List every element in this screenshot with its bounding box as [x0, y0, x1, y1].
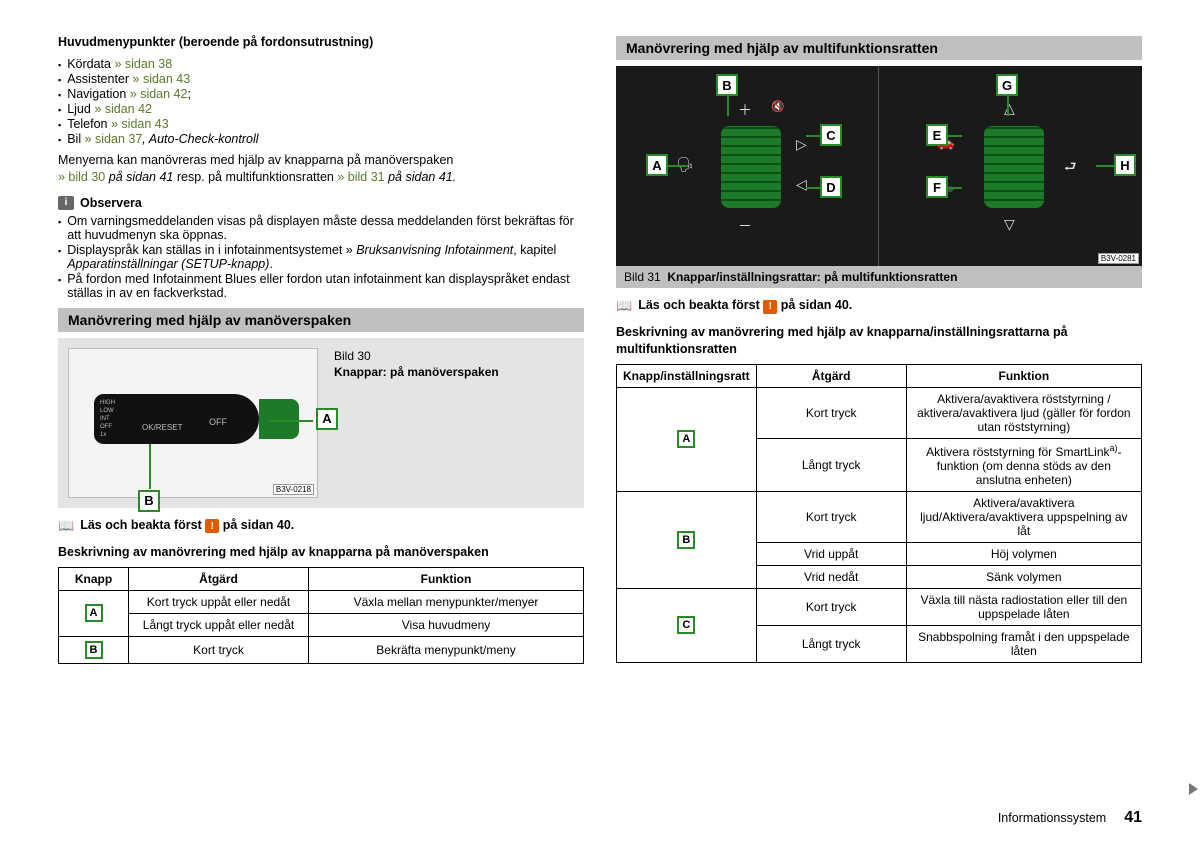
- continue-icon: [1189, 783, 1198, 795]
- figure-30-image: HIGH LOW INT OFF 1x OK/RESET OFF B3V-021…: [68, 348, 318, 498]
- callout-g: G: [996, 74, 1018, 96]
- read-first-note: 📖 Läs och beakta först ! på sidan 40.: [616, 298, 1142, 314]
- up-icon: △: [1004, 100, 1015, 117]
- th-atgard: Åtgärd: [756, 364, 906, 387]
- menu-item: Bil » sidan 37, Auto-Check-kontroll: [58, 132, 584, 146]
- figure-31-caption: Bild 31 Knappar/inställningsrattar: på m…: [616, 266, 1142, 288]
- table-row: B Kort tryck Aktivera/avaktivera ljud/Ak…: [617, 491, 1142, 542]
- button-label: A: [85, 604, 103, 622]
- menu-item: Ljud » sidan 42: [58, 102, 584, 116]
- callout-h: H: [1114, 154, 1136, 176]
- th-atgard: Åtgärd: [129, 567, 309, 590]
- callout-c: C: [820, 124, 842, 146]
- book-icon: 📖: [58, 518, 74, 534]
- table-row: C Kort tryck Växla till nästa radiostati…: [617, 588, 1142, 625]
- callout-d: D: [820, 176, 842, 198]
- back-icon: ⮐: [1064, 156, 1077, 180]
- main-menu-heading: Huvudmenypunkter (beroende på fordonsutr…: [58, 34, 584, 51]
- next-icon: ▷: [796, 136, 807, 153]
- read-first-note: 📖 Läs och beakta först ! på sidan 40.: [58, 518, 584, 534]
- table-row: A Kort tryck Aktivera/avaktivera röststy…: [617, 387, 1142, 438]
- figure-30-caption: Bild 30 Knappar: på manöverspaken: [334, 348, 499, 380]
- callout-b: B: [138, 490, 160, 512]
- page-footer: Informationssystem 41: [998, 809, 1142, 827]
- page-number: 41: [1124, 809, 1142, 827]
- footer-section: Informationssystem: [998, 811, 1106, 825]
- table-row: A Kort tryck uppåt eller nedåt Växla mel…: [59, 590, 584, 613]
- right-column: Manövrering med hjälp av multifunktionsr…: [616, 28, 1142, 825]
- figure-31-image: 🗣 ＋ － ▷ ◁ 🔇 🚗 📞 △ ▽ ⮐ A B C D: [616, 66, 1142, 266]
- table-row: B Kort tryck Bekräfta menypunkt/meny: [59, 636, 584, 663]
- figure-31: 🗣 ＋ － ▷ ◁ 🔇 🚗 📞 △ ▽ ⮐ A B C D: [616, 66, 1142, 288]
- button-label: B: [677, 531, 695, 549]
- callout-a: A: [316, 408, 338, 430]
- minus-icon: －: [738, 216, 752, 236]
- observera-item: På fordon med Infotainment Blues eller f…: [58, 272, 584, 300]
- paragraph: Menyerna kan manövreras med hjälp av kna…: [58, 152, 584, 186]
- warning-icon: !: [205, 519, 219, 533]
- callout-e: E: [926, 124, 948, 146]
- menu-item: Navigation » sidan 42;: [58, 87, 584, 101]
- table-row: Långt tryck uppåt eller nedåt Visa huvud…: [59, 613, 584, 636]
- book-icon: 📖: [616, 298, 632, 314]
- figure-id: B3V-0281: [1098, 253, 1139, 264]
- section-heading-wheel: Manövrering med hjälp av multifunktionsr…: [616, 36, 1142, 60]
- mute-icon: 🔇: [771, 100, 785, 113]
- figure-30: HIGH LOW INT OFF 1x OK/RESET OFF B3V-021…: [58, 338, 584, 508]
- lever-table: Knapp Åtgärd Funktion A Kort tryck uppåt…: [58, 567, 584, 664]
- th-funktion: Funktion: [309, 567, 584, 590]
- button-label: B: [85, 641, 103, 659]
- menu-item: Kördata » sidan 38: [58, 57, 584, 71]
- down-icon: ▽: [1004, 216, 1015, 233]
- menu-item: Assistenter » sidan 43: [58, 72, 584, 86]
- plus-icon: ＋: [738, 100, 752, 120]
- callout-f: F: [926, 176, 948, 198]
- table2-title: Beskrivning av manövrering med hjälp av …: [616, 324, 1142, 358]
- observera-item: Displayspråk kan ställas in i infotainme…: [58, 243, 584, 271]
- section-heading-lever: Manövrering med hjälp av manöverspaken: [58, 308, 584, 332]
- wheel-table: Knapp/inställningsratt Åtgärd Funktion A…: [616, 364, 1142, 663]
- menu-item: Telefon » sidan 43: [58, 117, 584, 131]
- observera-item: Om varningsmeddelanden visas på displaye…: [58, 214, 584, 242]
- warning-icon: !: [763, 300, 777, 314]
- left-column: Huvudmenypunkter (beroende på fordonsutr…: [58, 28, 584, 825]
- info-icon: i: [58, 196, 74, 210]
- button-label: C: [677, 616, 695, 634]
- button-label: A: [677, 430, 695, 448]
- th-knapp: Knapp/inställningsratt: [617, 364, 757, 387]
- callout-a: A: [646, 154, 668, 176]
- th-funktion: Funktion: [906, 364, 1141, 387]
- prev-icon: ◁: [796, 176, 807, 193]
- table1-title: Beskrivning av manövrering med hjälp av …: [58, 544, 584, 561]
- observera-heading: i Observera: [58, 196, 584, 210]
- th-knapp: Knapp: [59, 567, 129, 590]
- figure-id: B3V-0218: [273, 484, 314, 495]
- callout-b: B: [716, 74, 738, 96]
